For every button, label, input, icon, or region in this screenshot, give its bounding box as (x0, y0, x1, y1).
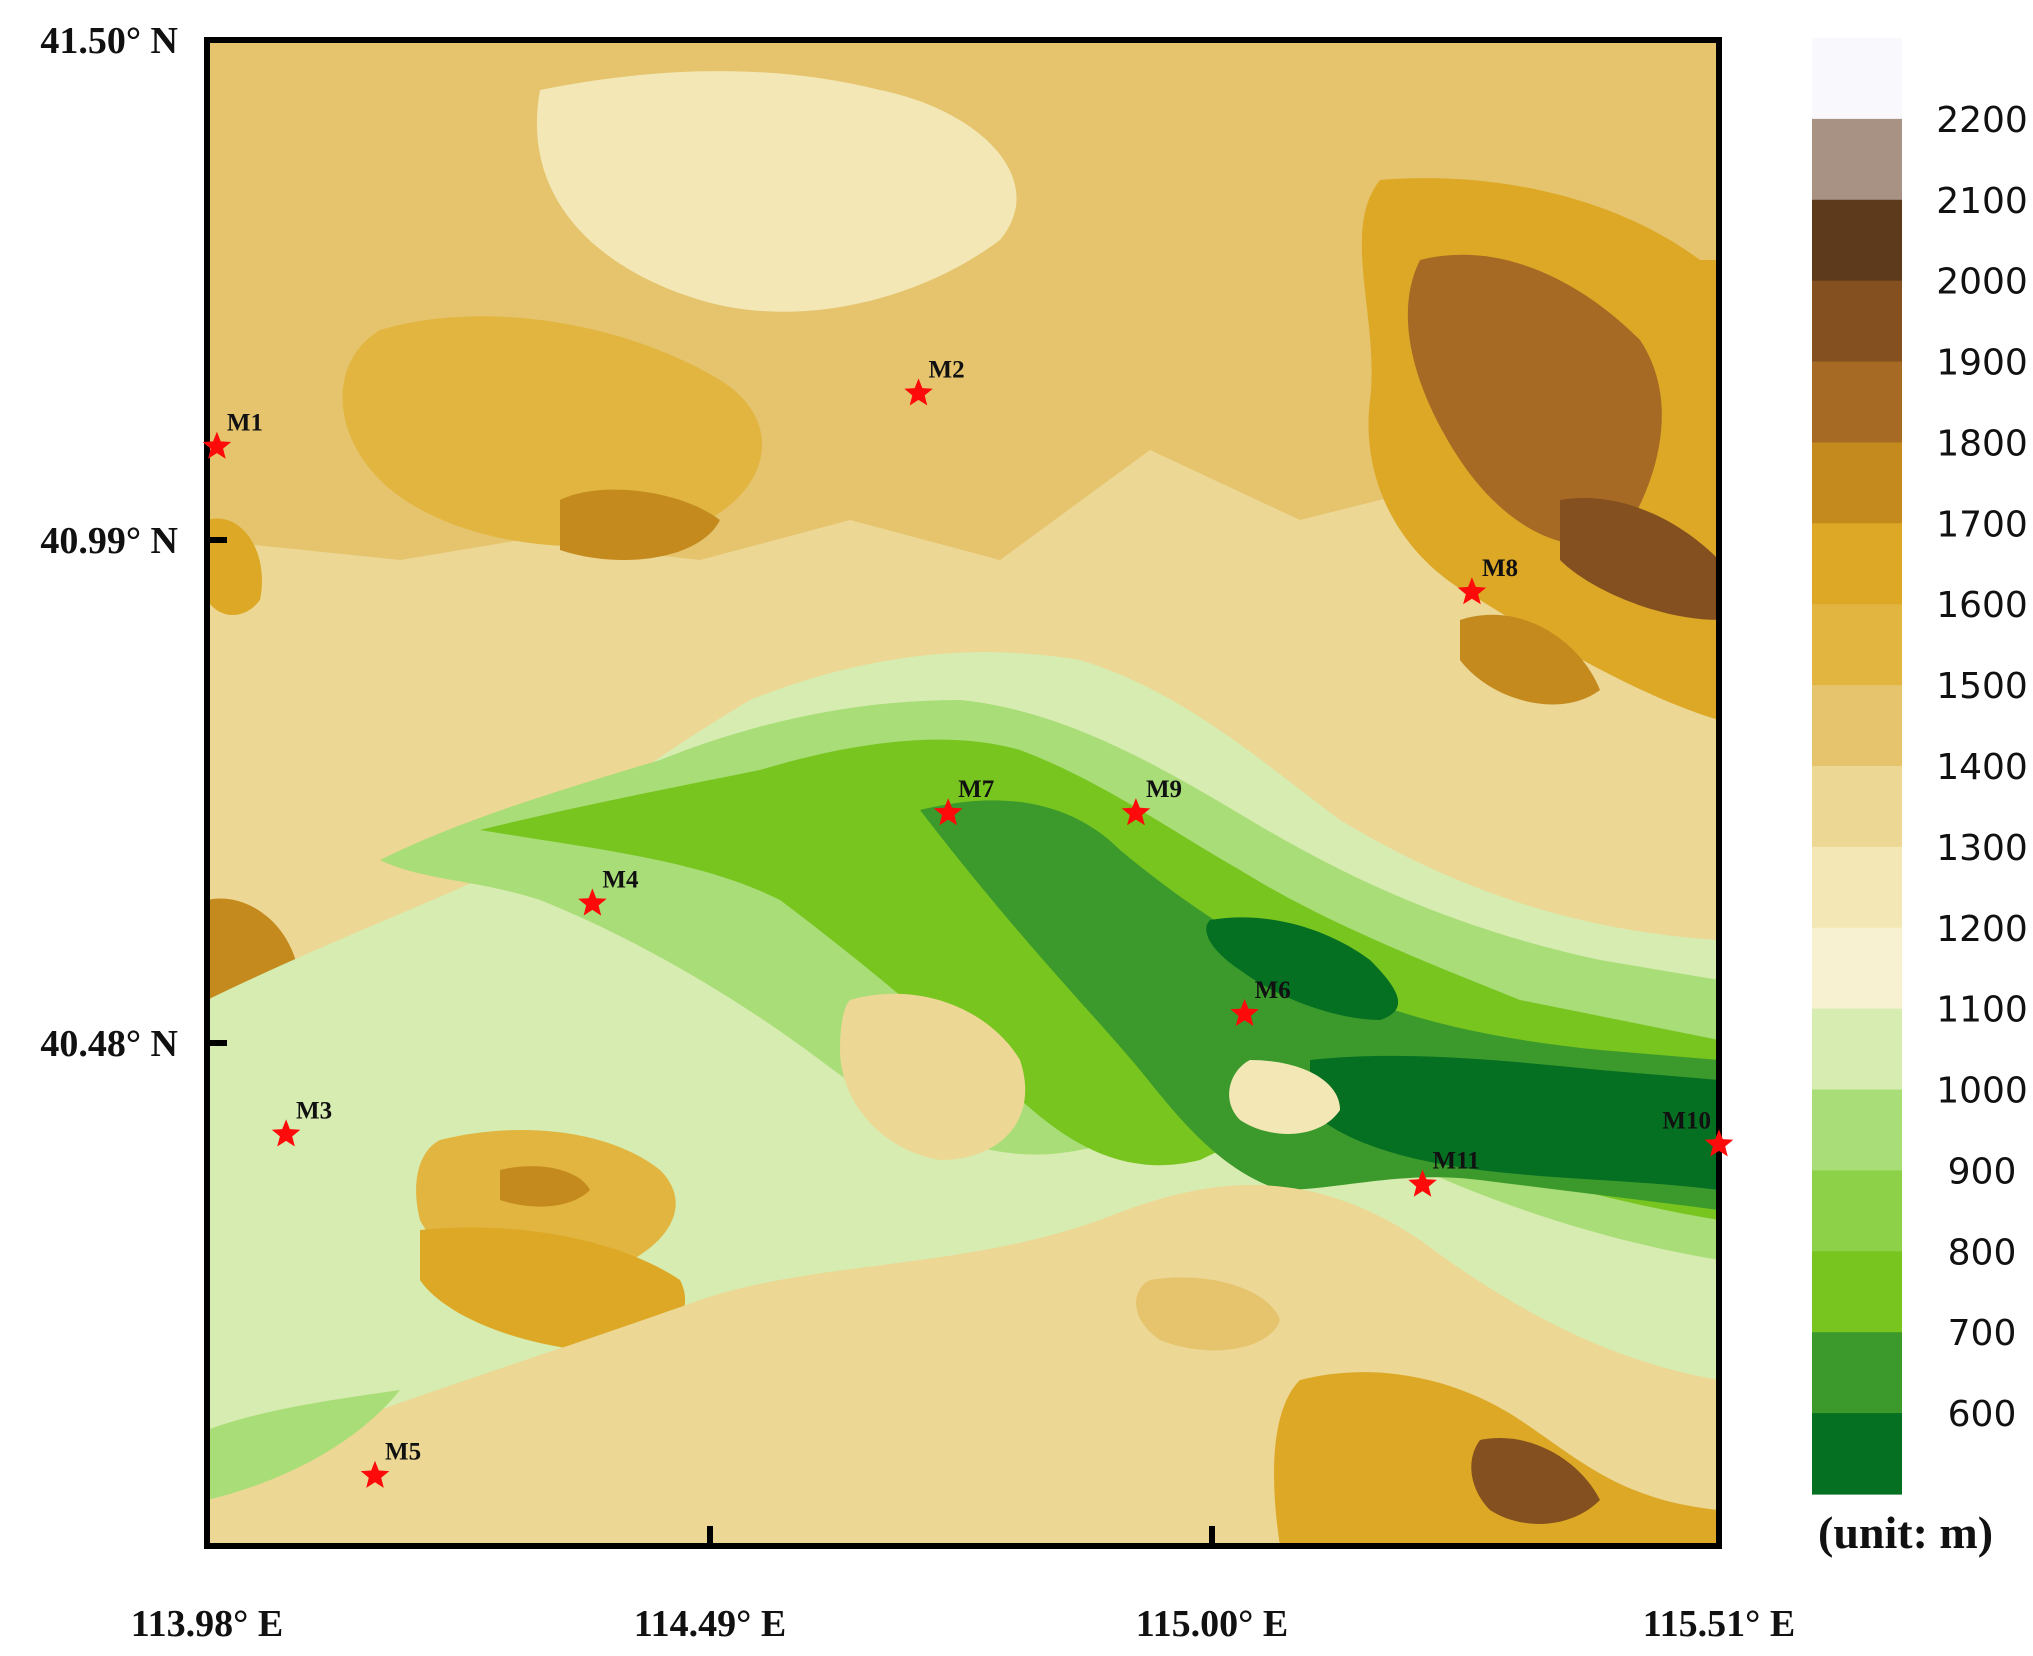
elevation-colorbar: 2200 2100 2000 1900 1800 1700 1600 1500 1400 1300… (1812, 38, 2028, 1495)
colorbar-swatch (1812, 1089, 1902, 1172)
colorbar-swatch (1812, 604, 1902, 686)
colorbar-swatch (1812, 685, 1902, 767)
colorbar-swatch (1812, 523, 1902, 605)
colorbar-level-label: 900 (1948, 1151, 2017, 1192)
colorbar-level-label: 1900 (1936, 343, 2028, 384)
station-label: M7 (958, 776, 994, 803)
colorbar-level-label: 2200 (1936, 100, 2028, 141)
colorbar-level-label: 700 (1948, 1313, 2017, 1354)
station-marker-m3 (271, 1119, 301, 1147)
colorbar-level-label: 1600 (1936, 585, 2028, 626)
colorbar-level-label: 600 (1948, 1394, 2017, 1435)
station-label: M1 (227, 410, 263, 437)
colorbar-level-label: 1300 (1936, 828, 2028, 869)
station-label: M8 (1482, 555, 1518, 582)
station-marker-m8 (1457, 577, 1487, 605)
colorbar-swatch (1812, 1170, 1902, 1252)
terrain-shading (207, 40, 1719, 1546)
colorbar-level-label: 1500 (1936, 666, 2028, 707)
station-label: M3 (296, 1097, 332, 1124)
colorbar-level-label: 2100 (1936, 181, 2028, 222)
lon-tick-label: 113.98° E (131, 1603, 283, 1645)
latitude-axis: 41.50° N 40.99° N 40.48° N (40, 20, 227, 1065)
colorbar-level-label: 1400 (1936, 747, 2028, 788)
colorbar-swatch (1812, 118, 1902, 201)
colorbar-level-label: 1700 (1936, 504, 2028, 545)
station-label: M2 (929, 356, 965, 383)
lat-tick-label: 40.99° N (40, 520, 178, 562)
colorbar-unit-label: (unit: m) (1818, 1507, 1993, 1558)
lat-tick-label: 41.50° N (40, 20, 178, 62)
station-marker-m7 (933, 798, 963, 826)
colorbar-swatch (1812, 361, 1902, 444)
lon-tick-label: 114.49° E (634, 1603, 786, 1645)
station-marker-m9 (1121, 798, 1151, 826)
colorbar-level-label: 1000 (1936, 1071, 2028, 1112)
lon-tick-label: 115.51° E (1643, 1603, 1795, 1645)
colorbar-level-label: 800 (1948, 1232, 2017, 1273)
colorbar-swatch (1812, 846, 1902, 929)
longitude-axis: 113.98° E 114.49° E 115.00° E 115.51° E (131, 1526, 1795, 1645)
colorbar-level-label: 2000 (1936, 262, 2028, 303)
colorbar-swatch (1812, 199, 1902, 282)
colorbar-swatch (1812, 1008, 1902, 1091)
station-label: M6 (1255, 977, 1291, 1004)
station-label: M11 (1433, 1148, 1480, 1175)
station-marker-m11 (1408, 1169, 1437, 1197)
colorbar-swatch (1812, 927, 1902, 1010)
map-frame (204, 37, 1722, 1549)
station-label: M4 (602, 866, 639, 893)
station-label: M9 (1146, 776, 1182, 803)
colorbar-swatch (1812, 1251, 1902, 1333)
colorbar-swatch (1812, 442, 1902, 524)
station-marker-m4 (578, 888, 607, 916)
colorbar-swatch (1812, 1332, 1902, 1414)
station-marker-m6 (1230, 998, 1259, 1026)
station-marker-m1 (202, 431, 232, 459)
station-marker-m5 (360, 1460, 390, 1488)
station-label: M10 (1662, 1107, 1711, 1134)
station-label: M5 (385, 1439, 421, 1466)
colorbar-swatch (1812, 1413, 1902, 1495)
station-markers: M1 M2 M3 M4 M5 M6 M7 M8 M9 M10 M11 (202, 356, 1734, 1488)
colorbar-swatch (1812, 280, 1902, 363)
colorbar-level-label: 1100 (1936, 990, 2028, 1031)
station-marker-m2 (904, 378, 933, 406)
colorbar-swatch (1812, 38, 1902, 120)
colorbar-level-label: 1800 (1936, 423, 2028, 464)
station-marker-m10 (1704, 1129, 1734, 1157)
lon-tick-label: 115.00° E (1136, 1603, 1288, 1645)
colorbar-swatch (1812, 766, 1902, 848)
lat-tick-label: 40.48° N (40, 1023, 178, 1065)
colorbar-level-label: 1200 (1936, 909, 2028, 950)
